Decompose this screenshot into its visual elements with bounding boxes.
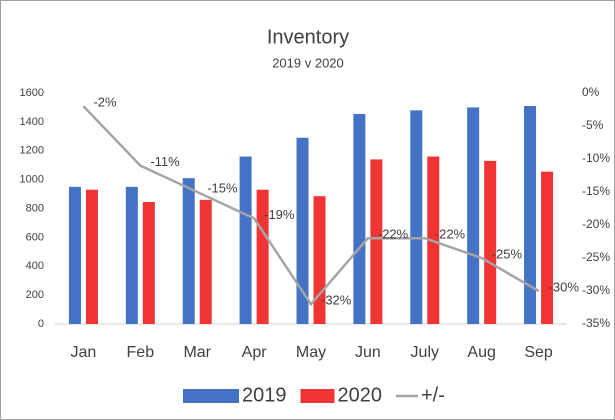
x-tick-label: July (411, 344, 439, 361)
bar (68, 186, 81, 324)
bar (541, 171, 554, 324)
y-tick-label: 1200 (20, 145, 44, 157)
data-label: -2% (93, 95, 117, 110)
bar (484, 160, 497, 324)
legend-swatch (300, 389, 335, 403)
bar (410, 110, 423, 324)
y-tick-label: 1400 (20, 116, 44, 128)
data-label: -15% (207, 180, 238, 195)
bar (256, 189, 269, 324)
bar (296, 137, 309, 324)
legend-swatch (183, 389, 239, 403)
y2-tick-label: -25% (582, 250, 610, 264)
x-tick-label: Mar (183, 344, 211, 361)
bar (199, 199, 212, 324)
data-label: -11% (150, 154, 180, 169)
data-label: -30% (549, 279, 580, 294)
chart-title: Inventory (267, 26, 349, 48)
y-tick-label: 800 (26, 202, 44, 214)
bar (467, 107, 480, 324)
bar (182, 178, 195, 324)
bar (125, 186, 138, 324)
data-label: -22% (435, 227, 466, 242)
x-tick-label: Jan (71, 344, 97, 361)
chart-subtitle: 2019 v 2020 (272, 55, 344, 70)
y2-tick-label: -30% (582, 283, 610, 297)
line (82, 105, 540, 307)
bar (85, 189, 98, 324)
data-label: -32% (321, 293, 352, 308)
data-label: -22% (378, 227, 409, 242)
y-tick-label: 200 (26, 289, 44, 301)
bar (239, 156, 252, 324)
y2-tick-label: 0% (582, 85, 600, 99)
y-tick-label: 600 (26, 231, 44, 243)
y-tick-label: 0 (38, 318, 44, 330)
y-tick-label: 1600 (20, 87, 44, 99)
y-tick-label: 400 (26, 260, 44, 272)
x-tick-label: May (296, 344, 326, 361)
data-label: -25% (492, 246, 523, 261)
y2-tick-label: -10% (582, 151, 610, 165)
legend-label: 2020 (338, 384, 383, 406)
y2-tick-label: -5% (582, 118, 604, 132)
bar (370, 159, 383, 324)
bar (142, 202, 155, 324)
x-tick-label: Jun (355, 344, 381, 361)
x-tick-label: Apr (242, 344, 268, 361)
bar (353, 113, 366, 324)
x-tick-label: Aug (467, 344, 495, 361)
data-label: -19% (264, 207, 295, 222)
x-tick-label: Sep (524, 344, 553, 361)
bar (524, 105, 537, 325)
y2-tick-label: -15% (582, 184, 610, 198)
y-tick-label: 1000 (20, 174, 44, 186)
y2-tick-label: -35% (582, 316, 610, 330)
y2-tick-label: -20% (582, 217, 610, 231)
legend-label: +/- (421, 384, 445, 406)
x-tick-label: Feb (127, 344, 155, 361)
legend-label: 2019 (242, 384, 287, 406)
